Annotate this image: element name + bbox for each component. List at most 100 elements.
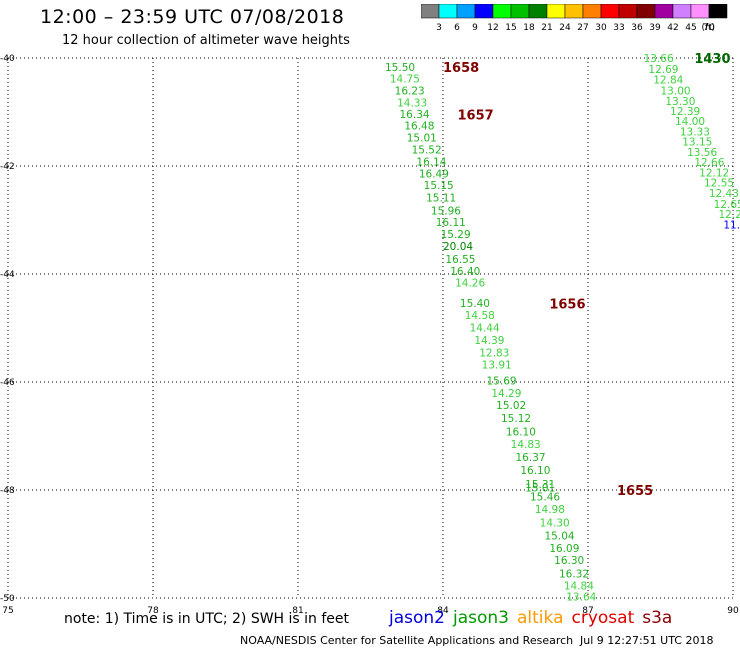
lon-tick-label: 81: [292, 606, 303, 616]
wave-height-value: 15.52: [412, 144, 442, 156]
wave-height-value: 16.10: [506, 427, 536, 439]
wave-height-value: 15.31: [525, 479, 555, 491]
scale-label-3: 12: [487, 23, 498, 33]
legend-jason2: jason2: [389, 608, 445, 628]
wave-height-value: 15.11: [426, 192, 456, 204]
page-title: 12:00 – 23:59 UTC 07/08/2018: [40, 6, 345, 28]
legend-altika: altika: [517, 608, 564, 628]
wave-height-value: 14.39: [474, 335, 504, 347]
pass-time-label: 1655: [617, 484, 653, 499]
wave-height-value: 12.20: [719, 209, 740, 221]
wave-height-value: 12.83: [479, 347, 509, 359]
wave-height-color-scale: 3 6 9 12 15 18 21 24 27 30 33 36 39 42 45 70(ft): [421, 4, 728, 33]
scale-label-12: 39: [649, 23, 661, 33]
wave-height-value: 14.83: [511, 439, 541, 451]
wave-height-value: 14.26: [455, 278, 485, 290]
wave-height-value: 16.48: [404, 121, 434, 133]
lat-tick-label: -40: [0, 54, 15, 64]
wave-height-value: 16.40: [450, 266, 480, 278]
wave-height-value: 15.29: [441, 229, 471, 241]
satellite-legend: jason2 jason3 altika cryosat s3a: [389, 608, 680, 628]
wave-height-value: 15.01: [407, 132, 437, 144]
wave-height-value: 15.96: [431, 205, 461, 217]
wave-height-value: 12.55: [704, 178, 734, 190]
wave-height-value: 14.58: [465, 310, 495, 322]
wave-height-value: 15.46: [530, 491, 560, 503]
lat-tick-label: -48: [0, 486, 15, 496]
wave-height-value: 16.10: [520, 465, 550, 477]
lon-tick-label: 87: [582, 606, 593, 616]
wave-height-value: 12.12: [699, 167, 729, 179]
wave-height-value: 13.91: [482, 360, 512, 372]
wave-height-value: 14.33: [397, 97, 427, 109]
lat-tick-label: -44: [0, 270, 15, 280]
wave-height-value: 13.33: [680, 126, 710, 138]
wave-height-value: 12.43: [709, 188, 739, 200]
credit-line: NOAA/NESDIS Center for Satellite Applica…: [240, 634, 574, 647]
wave-height-value: 15.01: [525, 482, 555, 494]
wave-height-value: 20.04: [443, 241, 473, 253]
wave-height-value: 16.37: [516, 452, 546, 464]
scale-label-6: 21: [541, 23, 552, 33]
wave-height-value: 15.15: [424, 180, 454, 192]
wave-height-value: 12.39: [670, 106, 700, 118]
scale-label-8: 27: [577, 23, 588, 33]
lat-tick-label: -42: [0, 162, 15, 172]
wave-height-value: 14.44: [470, 322, 500, 334]
map-grid: 75 78 81 84 87 90 -40 -42 -44 -46 -48 -50: [0, 54, 739, 616]
wave-height-value: 13.64: [566, 591, 596, 603]
page-subtitle: 12 hour collection of altimeter wave hei…: [62, 33, 350, 48]
legend-s3a: s3a: [642, 608, 673, 628]
wave-height-value: 14.84: [564, 581, 594, 593]
wave-height-value: 12.84: [653, 75, 683, 87]
legend-cryosat: cryosat: [571, 608, 635, 628]
wave-height-value: 12.66: [694, 157, 724, 169]
pass-time-label: 1656: [549, 298, 585, 313]
scale-label-9: 30: [595, 23, 607, 33]
scale-label-14: 45: [685, 23, 696, 33]
lat-tick-label: -46: [0, 378, 15, 388]
pass-time-label: 1657: [458, 109, 494, 124]
wave-height-value: 16.34: [400, 109, 430, 121]
scale-label-1: 6: [454, 23, 460, 33]
wave-height-value: 14.30: [540, 517, 570, 529]
lon-tick-label: 75: [2, 606, 13, 616]
generated-timestamp: Jul 9 12:27:51 UTC 2018: [580, 634, 714, 647]
wave-height-value: 11.89: [723, 219, 740, 231]
lat-tick-label: -50: [0, 594, 15, 604]
wave-height-value: 16.23: [395, 85, 425, 97]
wave-height-value: 15.69: [487, 375, 517, 387]
wave-height-value: 16.11: [436, 217, 466, 229]
scale-swatch-16: [708, 4, 728, 19]
lon-tick-label: 84: [437, 606, 449, 616]
pass-time-label: 1658: [443, 61, 479, 76]
wave-height-value: 14.98: [535, 504, 565, 516]
scale-label-5: 18: [523, 23, 535, 33]
scale-unit: (ft): [701, 23, 715, 33]
wave-height-value: 16.32: [559, 569, 589, 581]
wave-height-value: 14.75: [390, 74, 420, 86]
wave-height-value: 13.56: [687, 147, 717, 159]
scale-label-4: 15: [505, 23, 516, 33]
wave-height-value: 14.29: [491, 388, 521, 400]
wave-height-value: 16.30: [554, 555, 584, 567]
altimeter-track-0: 15.5014.7516.2314.3316.3416.4815.0115.52…: [385, 62, 597, 603]
wave-height-value: 15.04: [545, 530, 575, 542]
wave-height-value: 15.12: [501, 413, 531, 425]
lon-tick-label: 78: [147, 606, 159, 616]
scale-label-10: 33: [613, 23, 624, 33]
scale-label-0: 3: [436, 23, 442, 33]
legend-jason3: jason3: [453, 608, 509, 628]
wave-height-value: 13.15: [682, 137, 712, 149]
wave-height-value: 13.00: [661, 85, 691, 97]
wave-height-value: 12.65: [714, 199, 740, 211]
scale-label-15: 70: [703, 23, 715, 33]
wave-height-value: 15.50: [385, 62, 415, 74]
wave-height-value: 13.66: [644, 53, 674, 65]
scale-label-7: 24: [559, 23, 571, 33]
pass-time-label: 1430: [694, 52, 730, 67]
wave-height-value: 16.14: [416, 157, 446, 169]
lon-tick-label: 90: [727, 606, 739, 616]
wave-height-value: 15.40: [460, 298, 490, 310]
scale-label-2: 9: [472, 23, 478, 33]
